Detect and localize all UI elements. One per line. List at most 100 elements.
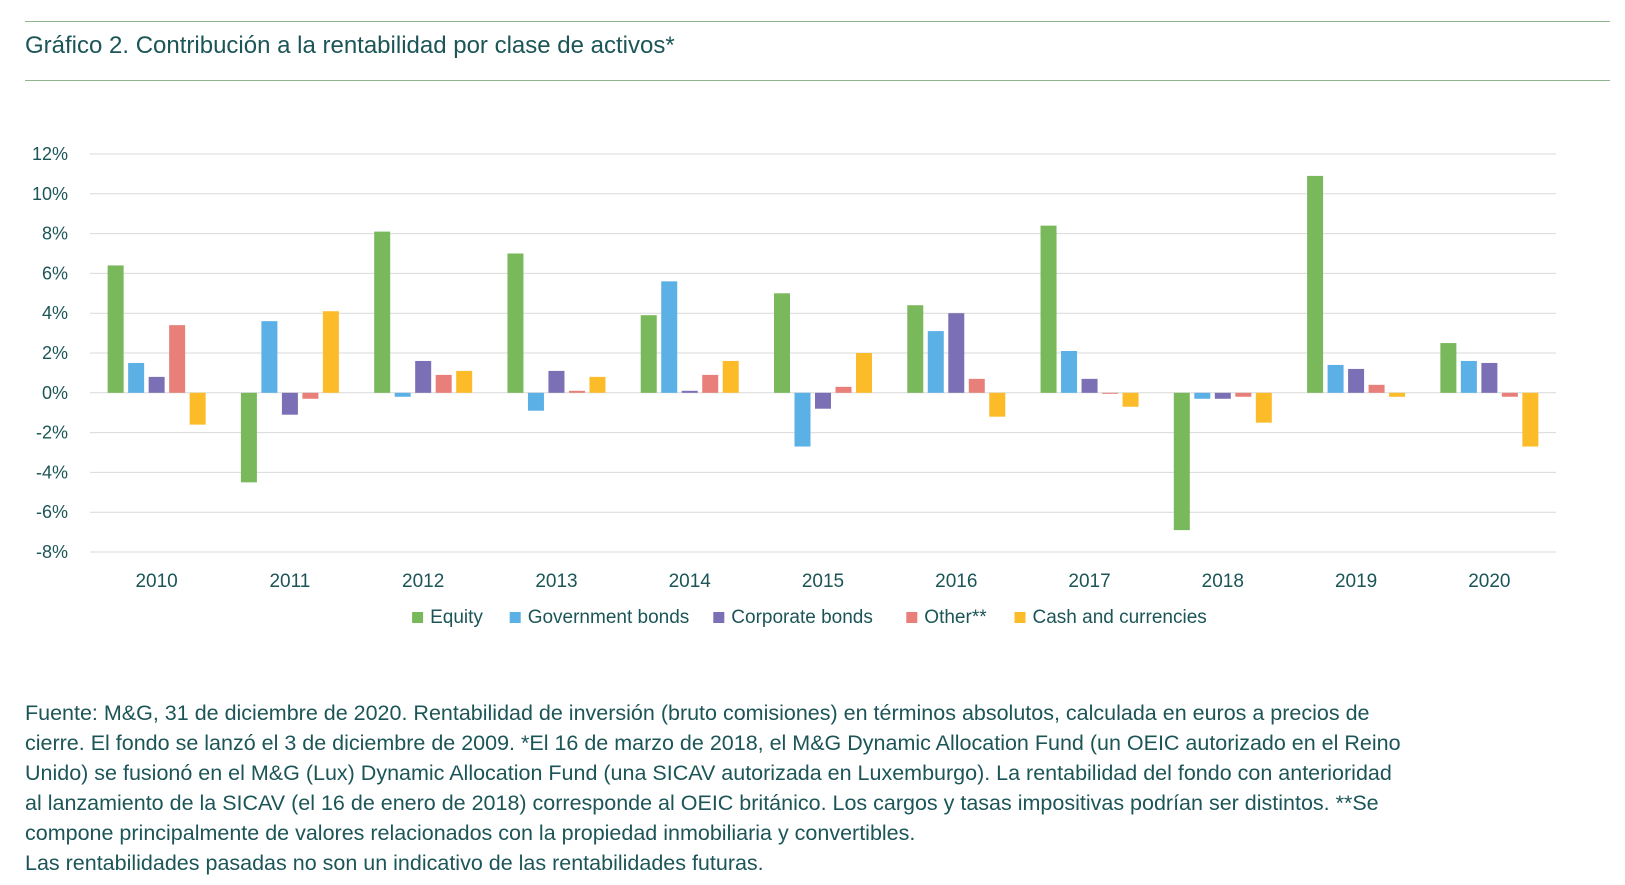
bar xyxy=(1173,392,1190,531)
bar xyxy=(189,392,206,425)
x-tick-label: 2017 xyxy=(1068,571,1110,592)
bar-chart: -8% -6% -4% -2% 0% 2% 4% 6% 8% 10% 12% 2010 2011 201… xyxy=(32,144,1556,628)
bar xyxy=(989,392,1006,417)
legend-item: Other** xyxy=(906,607,987,628)
footnote-line: compone principalmente de valores relaci… xyxy=(25,821,916,845)
bar xyxy=(794,392,811,447)
y-tick-label: 6% xyxy=(42,263,68,283)
source-footnote: Fuente: M&G, 31 de diciembre de 2020. Re… xyxy=(25,698,1620,878)
bar xyxy=(1214,392,1231,399)
bar xyxy=(1440,343,1457,393)
bar xyxy=(640,315,657,393)
legend-item: Corporate bonds xyxy=(713,607,873,628)
x-axis-ticks: 2010 2011 2012 2013 2014 2015 2016 2017 2018 2019… xyxy=(135,571,1510,592)
bar xyxy=(856,353,872,393)
footnote-line: Las rentabilidades pasadas no son un ind… xyxy=(25,851,764,875)
y-tick-label: -2% xyxy=(36,423,68,443)
y-tick-label: -4% xyxy=(36,462,68,482)
y-tick-label: 8% xyxy=(42,224,68,244)
bar xyxy=(394,392,411,397)
x-tick-label: 2015 xyxy=(802,571,844,592)
bar xyxy=(681,390,698,393)
bar xyxy=(568,390,585,393)
bar xyxy=(1081,378,1098,393)
bar xyxy=(1255,392,1272,423)
legend-swatch xyxy=(713,612,725,623)
y-tick-label: -6% xyxy=(36,502,68,522)
x-tick-label: 2013 xyxy=(535,571,577,592)
bar xyxy=(589,376,606,393)
bar xyxy=(456,370,473,393)
bar xyxy=(302,392,319,399)
bar xyxy=(948,313,965,393)
bar xyxy=(148,376,165,393)
x-tick-label: 2011 xyxy=(269,571,310,592)
bar xyxy=(774,293,790,393)
bar xyxy=(1348,368,1365,393)
legend-item: Equity xyxy=(412,607,483,628)
y-tick-label: -8% xyxy=(36,542,68,562)
bar xyxy=(527,392,544,411)
x-tick-label: 2012 xyxy=(402,571,444,592)
bar xyxy=(415,360,432,393)
y-tick-label: 4% xyxy=(42,303,68,323)
bar xyxy=(927,331,944,393)
x-tick-label: 2020 xyxy=(1468,571,1510,592)
bar xyxy=(1102,392,1119,394)
gridlines xyxy=(90,153,1556,553)
top-rule xyxy=(25,21,1610,22)
legend-label: Corporate bonds xyxy=(731,607,873,628)
bar xyxy=(507,253,524,393)
bar xyxy=(1235,392,1252,397)
bar xyxy=(169,325,186,393)
bar xyxy=(1460,360,1477,393)
y-tick-label: 10% xyxy=(32,184,68,204)
bar xyxy=(1307,175,1324,393)
y-tick-label: 2% xyxy=(42,343,68,363)
x-tick-label: 2019 xyxy=(1335,571,1377,592)
bars xyxy=(107,175,1539,531)
bar xyxy=(815,392,831,409)
title-rule xyxy=(25,80,1610,81)
legend-label: Other** xyxy=(924,607,987,628)
legend-label: Government bonds xyxy=(528,607,690,628)
y-tick-label: 0% xyxy=(42,383,68,403)
bar xyxy=(261,321,278,393)
footnote-line: cierre. El fondo se lanzó el 3 de diciem… xyxy=(25,731,1401,755)
legend-item: Government bonds xyxy=(509,607,690,628)
y-tick-label: 12% xyxy=(32,144,68,164)
bar xyxy=(1194,392,1211,399)
bar xyxy=(374,231,391,393)
bar xyxy=(1122,392,1139,407)
bar xyxy=(1061,351,1078,393)
bar xyxy=(835,386,852,393)
x-tick-label: 2010 xyxy=(135,571,177,592)
legend-swatch xyxy=(412,612,424,623)
legend-swatch xyxy=(509,612,521,623)
chart-title: Gráfico 2. Contribución a la rentabilida… xyxy=(25,32,675,59)
bar xyxy=(702,374,719,393)
bar xyxy=(907,305,924,393)
bar xyxy=(240,392,257,483)
legend: Equity Government bonds Corporate bonds Oth… xyxy=(412,607,1207,628)
bar xyxy=(548,370,565,393)
bar xyxy=(1389,392,1406,397)
legend-label: Equity xyxy=(430,607,483,628)
legend-swatch xyxy=(906,612,918,623)
bar xyxy=(322,311,339,393)
bar xyxy=(968,378,985,393)
x-tick-label: 2014 xyxy=(669,571,712,592)
bar xyxy=(1522,392,1539,447)
bar xyxy=(1368,384,1385,393)
footnote-line: Fuente: M&G, 31 de diciembre de 2020. Re… xyxy=(25,701,1370,725)
legend-swatch xyxy=(1014,612,1026,623)
x-tick-label: 2016 xyxy=(935,571,977,592)
footnote-line: al lanzamiento de la SICAV (el 16 de ene… xyxy=(25,791,1379,815)
bar xyxy=(722,360,739,393)
bar xyxy=(128,362,145,393)
bar xyxy=(1327,364,1344,393)
bar xyxy=(1501,392,1518,397)
bar xyxy=(107,265,124,393)
footnote-line: Unido) se fusionó en el M&G (Lux) Dynami… xyxy=(25,761,1392,785)
bar xyxy=(661,281,678,393)
